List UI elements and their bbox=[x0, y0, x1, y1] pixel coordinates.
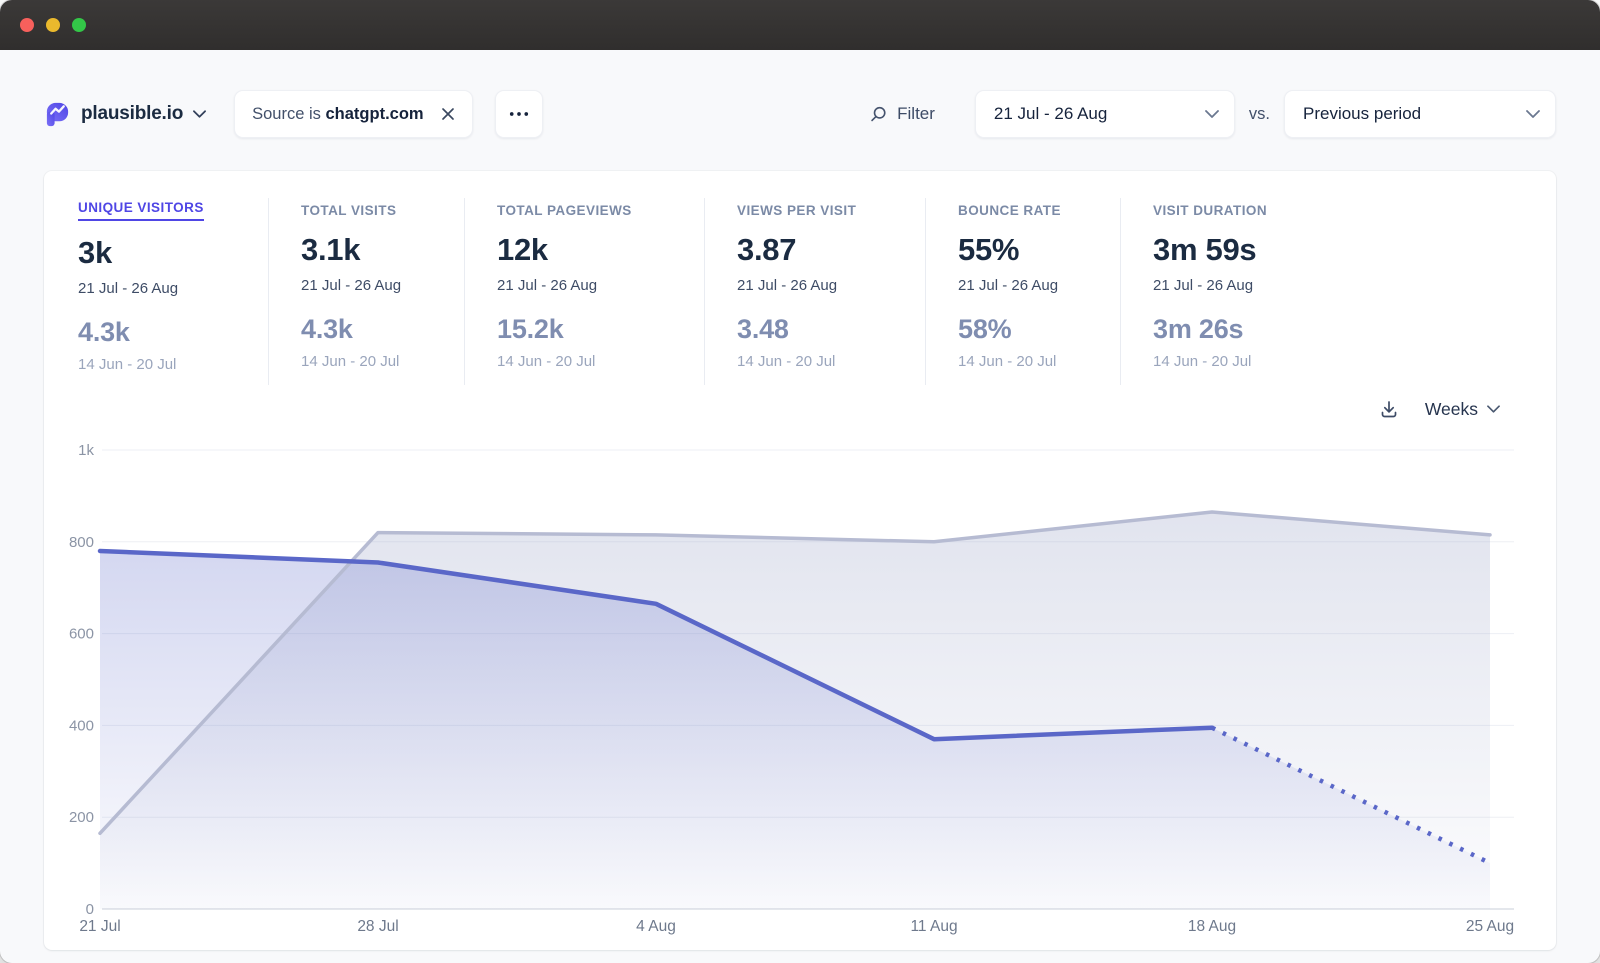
interval-value: Weeks bbox=[1424, 398, 1478, 419]
metric-value: 12k bbox=[497, 232, 548, 267]
chart-toolbar: Weeks bbox=[44, 385, 1556, 425]
window-zoom-button[interactable] bbox=[72, 18, 86, 32]
y-axis-label: 0 bbox=[86, 901, 94, 918]
remove-filter-icon[interactable] bbox=[439, 105, 457, 123]
metric-value: 3m 59s bbox=[1153, 232, 1257, 267]
y-axis-label: 600 bbox=[69, 626, 94, 643]
metric-tab-total-visits[interactable]: TOTAL VISITS 3.1k 21 Jul - 26 Aug 4.3k 14 Ju… bbox=[268, 198, 464, 385]
metric-label: VIEWS PER VISIT bbox=[737, 203, 857, 218]
x-axis-label: 11 Aug bbox=[910, 918, 957, 935]
y-axis-label: 200 bbox=[69, 809, 94, 826]
date-range-value: 21 Jul - 26 Aug bbox=[993, 104, 1108, 123]
dashboard-card: UNIQUE VISITORS 3k 21 Jul - 26 Aug 4.3k 14 J… bbox=[44, 171, 1556, 950]
search-icon bbox=[871, 106, 886, 121]
x-axis-label: 4 Aug bbox=[636, 918, 676, 935]
chevron-down-icon bbox=[1205, 110, 1219, 118]
metric-prev-period: 14 Jun - 20 Jul bbox=[78, 356, 177, 373]
metric-prev-value: 4.3k bbox=[78, 317, 130, 347]
x-axis-label: 28 Jul bbox=[357, 918, 398, 935]
download-icon bbox=[1381, 401, 1397, 418]
metric-tab-bounce-rate[interactable]: BOUNCE RATE 55% 21 Jul - 26 Aug 58% 14 Jun -… bbox=[925, 198, 1120, 385]
comparison-select[interactable]: Previous period bbox=[1284, 90, 1556, 138]
header: plausible.io Source is chatgpt.com bbox=[44, 90, 1556, 138]
metric-label: VISIT DURATION bbox=[1153, 203, 1268, 218]
filter-chip-value: chatgpt.com bbox=[325, 104, 424, 123]
y-axis-label: 1k bbox=[78, 442, 94, 459]
chevron-down-icon bbox=[1487, 405, 1500, 413]
metric-value: 3.1k bbox=[301, 232, 361, 267]
metric-period: 21 Jul - 26 Aug bbox=[1153, 277, 1254, 294]
metric-period: 21 Jul - 26 Aug bbox=[958, 277, 1059, 294]
x-axis-label: 25 Aug bbox=[1466, 918, 1514, 935]
metric-tab-total-pageviews[interactable]: TOTAL PAGEVIEWS 12k 21 Jul - 26 Aug 15.2k 14… bbox=[464, 198, 704, 385]
filter-chip-prefix: Source is bbox=[252, 104, 321, 123]
filter-chip-text: Source is chatgpt.com bbox=[252, 105, 423, 124]
metric-label: BOUNCE RATE bbox=[958, 203, 1061, 218]
metric-tab-views-per-visit[interactable]: VIEWS PER VISIT 3.87 21 Jul - 26 Aug 3.48 14… bbox=[704, 198, 925, 385]
metric-prev-period: 14 Jun - 20 Jul bbox=[737, 353, 836, 370]
site-name: plausible.io bbox=[81, 103, 184, 124]
y-axis-label: 400 bbox=[69, 717, 94, 734]
metric-prev-value: 15.2k bbox=[497, 314, 564, 344]
metric-prev-period: 14 Jun - 20 Jul bbox=[497, 353, 596, 370]
window-close-button[interactable] bbox=[20, 18, 34, 32]
metrics-row: UNIQUE VISITORS 3k 21 Jul - 26 Aug 4.3k 14 J… bbox=[44, 171, 1556, 385]
metric-period: 21 Jul - 26 Aug bbox=[78, 280, 179, 297]
interval-select[interactable]: Weeks bbox=[1425, 399, 1500, 420]
visitors-chart[interactable]: 0 200 400 600 800 1k 21 Jul 28 Jul 4 Aug 11 Aug 18… bbox=[56, 431, 1544, 936]
filter-button-label: Filter bbox=[897, 104, 935, 123]
metric-label: TOTAL VISITS bbox=[301, 203, 397, 218]
metric-period: 21 Jul - 26 Aug bbox=[497, 277, 598, 294]
export-button[interactable] bbox=[1379, 399, 1399, 419]
window-titlebar bbox=[0, 0, 1600, 50]
metric-prev-value: 3m 26s bbox=[1153, 314, 1244, 344]
more-filters-button[interactable] bbox=[494, 90, 543, 138]
metric-label: UNIQUE VISITORS bbox=[78, 200, 204, 221]
current-period-line bbox=[97, 548, 1215, 742]
date-range-select[interactable]: 21 Jul - 26 Aug bbox=[974, 90, 1235, 138]
vs-label: vs. bbox=[1248, 104, 1270, 123]
metric-prev-value: 3.48 bbox=[737, 314, 789, 344]
comparison-value: Previous period bbox=[1303, 104, 1422, 123]
metric-prev-value: 58% bbox=[958, 314, 1012, 344]
y-axis-label: 800 bbox=[69, 534, 94, 551]
metric-value: 55% bbox=[958, 232, 1020, 267]
window-minimize-button[interactable] bbox=[46, 18, 60, 32]
metric-prev-period: 14 Jun - 20 Jul bbox=[958, 353, 1057, 370]
metric-prev-period: 14 Jun - 20 Jul bbox=[301, 353, 400, 370]
filter-chip[interactable]: Source is chatgpt.com bbox=[234, 90, 473, 138]
metric-value: 3.87 bbox=[737, 232, 797, 267]
metric-label: TOTAL PAGEVIEWS bbox=[497, 203, 632, 218]
chevron-down-icon bbox=[193, 110, 207, 118]
x-axis-label: 18 Aug bbox=[1188, 918, 1236, 935]
page-content: plausible.io Source is chatgpt.com bbox=[0, 90, 1600, 950]
previous-period-line bbox=[98, 510, 1492, 836]
x-axis-label: 21 Jul bbox=[79, 918, 120, 935]
site-switcher[interactable]: plausible.io bbox=[44, 101, 207, 128]
plausible-logo-icon bbox=[44, 101, 71, 128]
filter-button[interactable]: Filter bbox=[869, 104, 935, 124]
metric-tab-unique-visitors[interactable]: UNIQUE VISITORS 3k 21 Jul - 26 Aug 4.3k 14 J… bbox=[44, 198, 268, 385]
metric-prev-value: 4.3k bbox=[301, 314, 353, 344]
metric-prev-period: 14 Jun - 20 Jul bbox=[1153, 353, 1252, 370]
chevron-down-icon bbox=[1526, 110, 1540, 118]
metric-tab-visit-duration[interactable]: VISIT DURATION 3m 59s 21 Jul - 26 Aug 3m 26… bbox=[1120, 198, 1556, 385]
metric-value: 3k bbox=[78, 235, 112, 270]
metric-period: 21 Jul - 26 Aug bbox=[737, 277, 838, 294]
ellipsis-icon bbox=[509, 112, 528, 116]
current-period-area bbox=[100, 551, 1490, 909]
metric-period: 21 Jul - 26 Aug bbox=[301, 277, 402, 294]
